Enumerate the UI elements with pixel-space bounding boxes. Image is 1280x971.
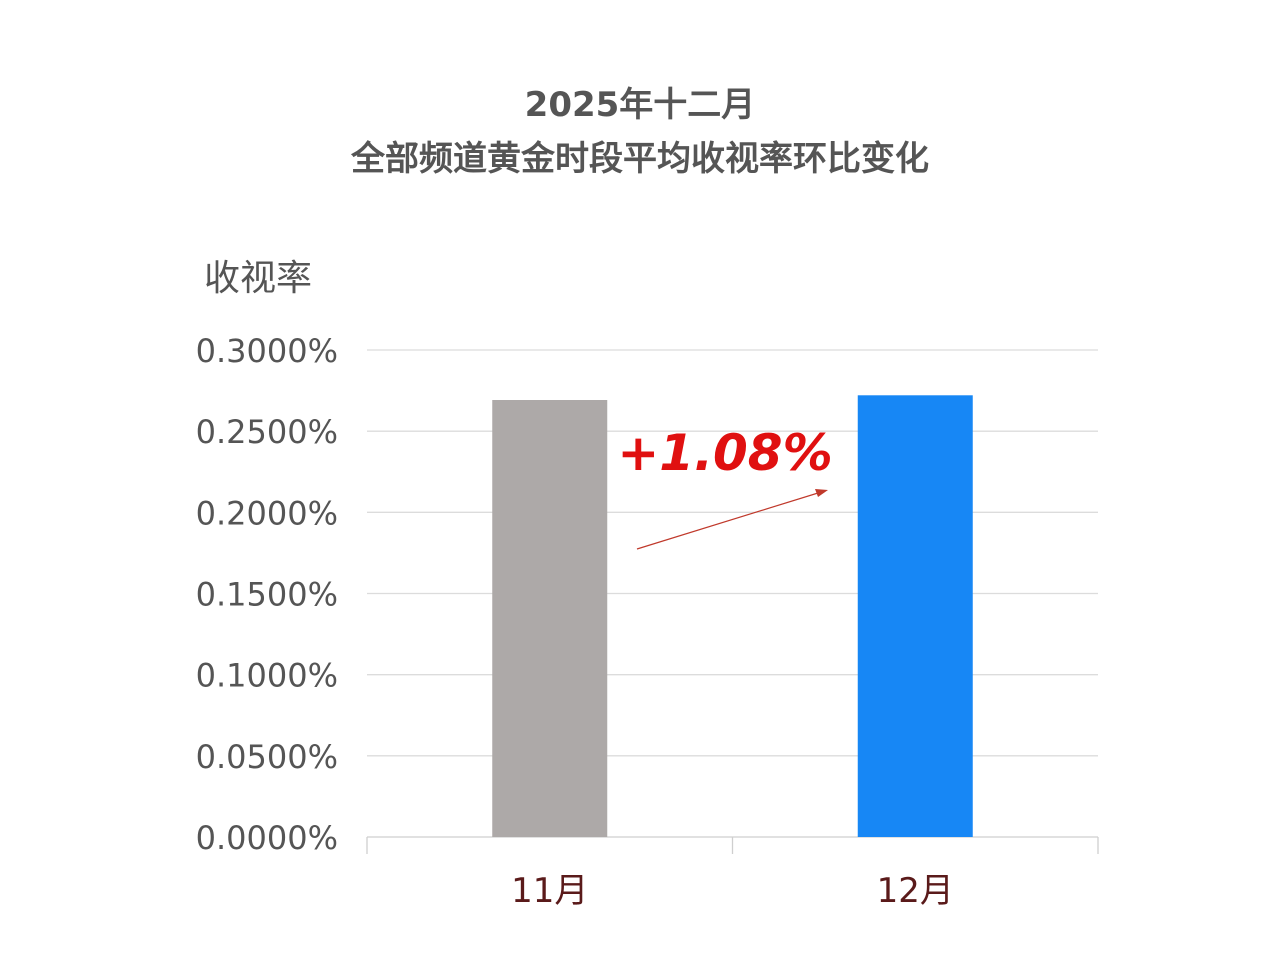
bar-2	[857, 395, 973, 837]
trend-arrow	[636, 492, 819, 550]
change-annotation: +1.08%	[617, 424, 832, 482]
arrow-head-icon	[815, 489, 828, 497]
y-tick-label: 0.3000%	[196, 332, 338, 370]
y-tick-label: 0.2500%	[196, 413, 338, 451]
chart-subtitle: 全部频道黄金时段平均收视率环比变化	[350, 139, 929, 179]
y-tick-label: 0.2000%	[196, 494, 338, 532]
chart-title: 2025年十二月	[525, 85, 756, 125]
bar-1	[492, 399, 608, 837]
x-tick-label: 12月	[877, 871, 954, 911]
y-tick-label: 0.0500%	[196, 738, 338, 776]
y-axis-label: 收视率	[204, 258, 312, 299]
y-tick-label: 0.1000%	[196, 657, 338, 695]
x-tick-label: 11月	[511, 871, 588, 911]
y-tick-label: 0.0000%	[196, 819, 338, 857]
y-tick-label: 0.1500%	[196, 576, 338, 614]
